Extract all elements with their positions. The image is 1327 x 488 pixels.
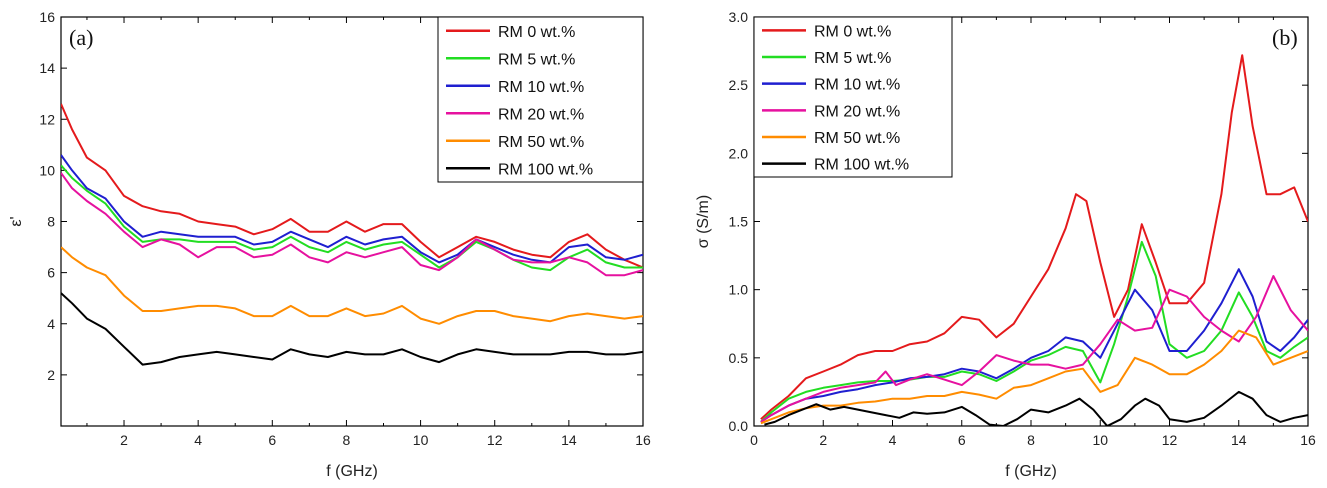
y-tick-label-a: 12 — [39, 111, 55, 127]
x-tick-label-a: 4 — [194, 432, 202, 448]
y-tick-label-b: 3.0 — [729, 9, 749, 25]
legend-entry-a-1: RM 5 wt.% — [498, 51, 575, 68]
legend-a — [437, 16, 644, 183]
x-tick-label-b: 10 — [1092, 432, 1108, 448]
series-line-a-4 — [61, 246, 643, 325]
x-tick-label-b: 8 — [1027, 432, 1035, 448]
legend-b — [753, 16, 953, 178]
series-line-b-0 — [760, 54, 1308, 420]
y-tick-label-a: 10 — [39, 162, 55, 178]
legend-entry-b-0: RM 0 wt.% — [814, 23, 891, 40]
x-tick-label-a: 10 — [413, 432, 429, 448]
legend-entry-b-3: RM 20 wt.% — [814, 103, 900, 120]
legend-entry-a-0: RM 0 wt.% — [498, 24, 575, 41]
y-tick-label-a: 14 — [39, 60, 55, 76]
y-tick-label-a: 4 — [47, 316, 55, 332]
x-axis-title-a: f (GHz) — [326, 463, 378, 480]
x-tick-label-b: 2 — [819, 432, 827, 448]
y-tick-label-a: 2 — [47, 367, 55, 383]
y-tick-label-b: 0.0 — [729, 418, 749, 434]
x-tick-label-b: 0 — [750, 432, 758, 448]
legend-entry-a-2: RM 10 wt.% — [498, 79, 584, 96]
legend-entry-b-2: RM 10 wt.% — [814, 77, 900, 94]
series-line-b-1 — [760, 240, 1308, 423]
y-tick-label-b: 0.5 — [729, 350, 749, 366]
panel-b-conductivity-chart: 0 2 4 6 8 10 12 14 16 0.0 0.5 1.0 1.5 2.0 2.5 3.0 f (GHz… — [695, 9, 1316, 480]
panel-a-permittivity-chart: 2 4 6 8 10 12 14 16 2 4 6 8 10 12 14 16 f (GHz) ε' RM 0 wt… — [8, 9, 651, 480]
x-tick-label-b: 14 — [1231, 432, 1247, 448]
panel-label-b: (b) — [1272, 25, 1298, 50]
y-tick-label-a: 16 — [39, 9, 55, 25]
x-tick-label-a: 2 — [120, 432, 128, 448]
x-tick-label-b: 16 — [1300, 432, 1316, 448]
legend-entry-b-1: RM 5 wt.% — [814, 50, 891, 67]
legend-entry-a-4: RM 50 wt.% — [498, 134, 584, 151]
y-tick-label-b: 2.0 — [729, 145, 749, 161]
series-line-a-1 — [61, 164, 643, 272]
x-axis-title-b: f (GHz) — [1005, 463, 1057, 480]
series-line-a-0 — [61, 103, 643, 269]
x-tick-label-b: 4 — [889, 432, 897, 448]
x-tick-label-a: 16 — [635, 432, 651, 448]
y-axis-title-a: ε' — [8, 216, 25, 226]
series-line-b-2 — [760, 268, 1308, 423]
series-line-b-3 — [760, 275, 1308, 423]
series-line-a-5 — [61, 292, 643, 366]
legend-entry-b-4: RM 50 wt.% — [814, 130, 900, 147]
y-tick-label-b: 1.0 — [729, 282, 749, 298]
x-tick-label-a: 12 — [487, 432, 503, 448]
legend-entry-a-5: RM 100 wt.% — [498, 161, 593, 178]
series-group-b — [760, 54, 1308, 426]
panel-label-a: (a) — [69, 25, 93, 50]
x-tick-label-a: 6 — [268, 432, 276, 448]
legend-entry-a-3: RM 20 wt.% — [498, 106, 584, 123]
x-tick-label-b: 6 — [958, 432, 966, 448]
series-line-b-4 — [760, 329, 1308, 425]
y-tick-label-a: 8 — [47, 214, 55, 230]
series-line-b-5 — [764, 390, 1308, 426]
y-axis-title-b: σ (S/m) — [695, 195, 712, 248]
y-tick-label-a: 6 — [47, 265, 55, 281]
y-tick-label-b: 1.5 — [729, 214, 749, 230]
series-line-a-3 — [61, 172, 643, 277]
y-tick-label-b: 2.5 — [729, 77, 749, 93]
x-tick-label-b: 12 — [1162, 432, 1178, 448]
series-group-a — [61, 103, 643, 366]
legend-entry-b-5: RM 100 wt.% — [814, 157, 909, 174]
x-tick-label-a: 14 — [561, 432, 577, 448]
x-tick-label-a: 8 — [343, 432, 351, 448]
